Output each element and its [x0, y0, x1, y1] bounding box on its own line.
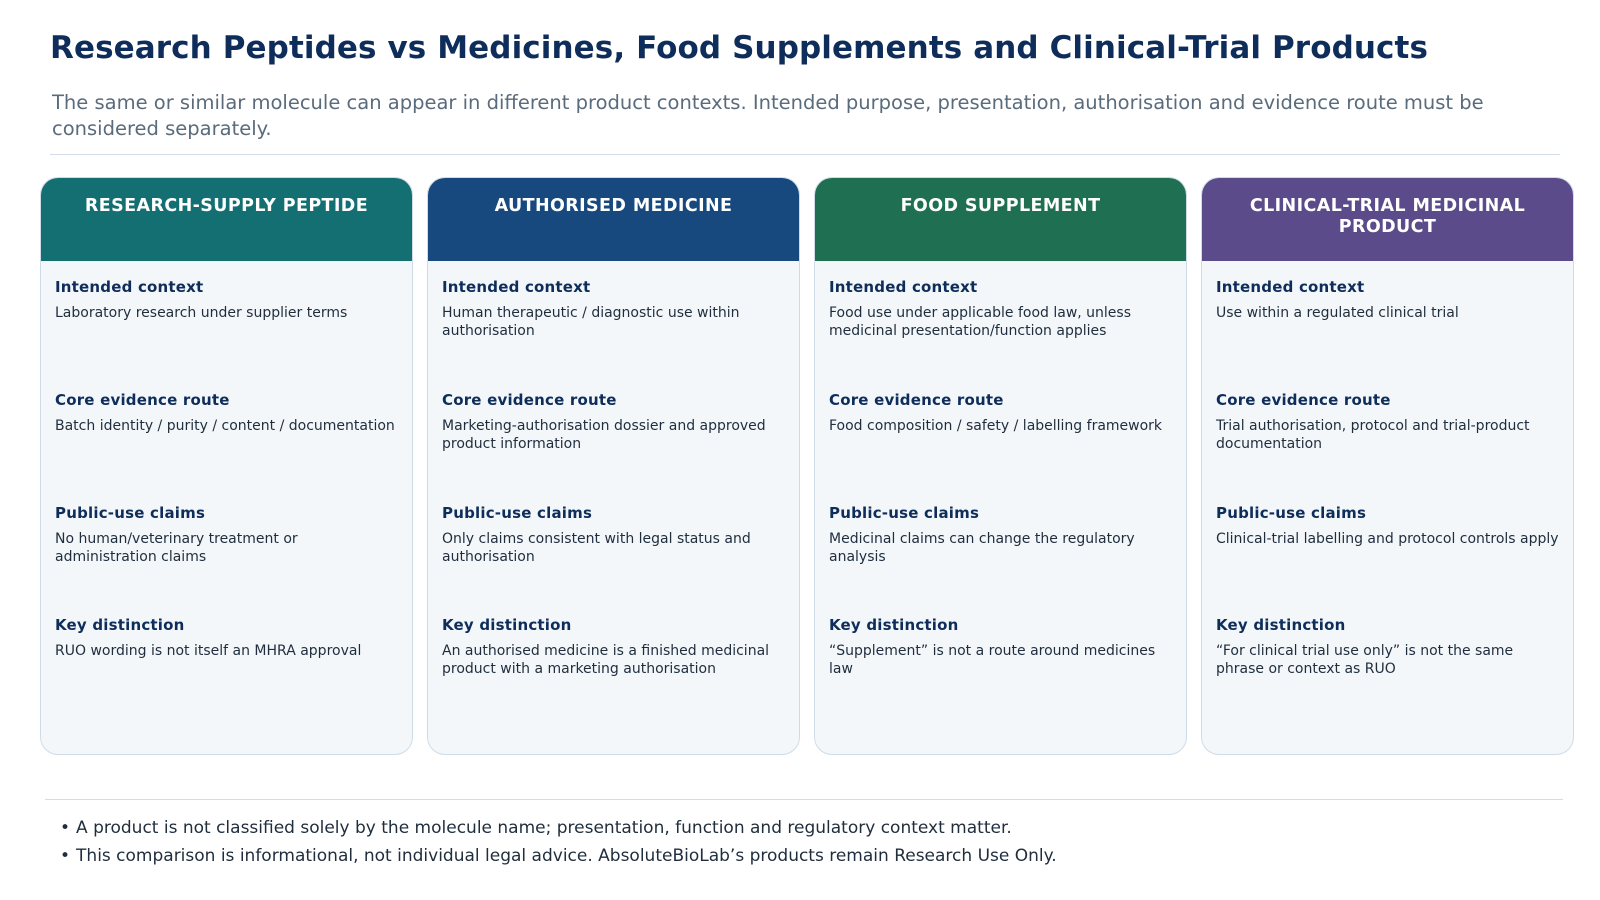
footnote-text: This comparison is informational, not in…	[76, 846, 1057, 866]
card-research-supply-peptide: RESEARCH-SUPPLY PEPTIDE Intended context…	[40, 177, 413, 755]
section-label: Public-use claims	[829, 504, 980, 522]
top-divider	[50, 154, 1560, 155]
page-title: Research Peptides vs Medicines, Food Sup…	[50, 30, 1429, 66]
section-label: Public-use claims	[1216, 504, 1367, 522]
section-core-evidence-route: Core evidence route Food composition / s…	[829, 391, 1174, 435]
section-intended-context: Intended context Use within a regulated …	[1216, 278, 1561, 322]
section-label: Public-use claims	[55, 504, 206, 522]
footnote-text: A product is not classified solely by th…	[76, 818, 1012, 838]
footnotes: • A product is not classified solely by t…	[60, 814, 1057, 870]
section-label: Intended context	[442, 278, 591, 296]
card-title: AUTHORISED MEDICINE	[494, 196, 733, 216]
section-intended-context: Intended context Food use under applicab…	[829, 278, 1174, 340]
section-text: An authorised medicine is a finished med…	[442, 643, 770, 677]
card-title: FOOD SUPPLEMENT	[900, 196, 1101, 216]
section-text: Human therapeutic / diagnostic use withi…	[442, 305, 740, 339]
footnote-item: • A product is not classified solely by t…	[60, 814, 1057, 842]
section-text: Batch identity / purity / content / docu…	[55, 418, 395, 434]
card-header: CLINICAL-TRIAL MEDICINAL PRODUCT	[1202, 178, 1573, 261]
section-text: “Supplement” is not a route around medic…	[829, 643, 1156, 677]
section-label: Intended context	[1216, 278, 1365, 296]
section-intended-context: Intended context Laboratory research und…	[55, 278, 400, 322]
card-food-supplement: FOOD SUPPLEMENT Intended context Food us…	[814, 177, 1187, 755]
section-label: Intended context	[55, 278, 204, 296]
section-label: Key distinction	[55, 616, 185, 634]
section-text: Food use under applicable food law, unle…	[829, 305, 1132, 339]
section-label: Key distinction	[829, 616, 959, 634]
card-clinical-trial-medicinal-product: CLINICAL-TRIAL MEDICINAL PRODUCT Intende…	[1201, 177, 1574, 755]
page-subtitle: The same or similar molecule can appear …	[52, 91, 1484, 140]
section-text: Only claims consistent with legal status…	[442, 531, 751, 565]
card-header: AUTHORISED MEDICINE	[428, 178, 799, 261]
section-core-evidence-route: Core evidence route Trial authorisation,…	[1216, 391, 1561, 453]
card-header: FOOD SUPPLEMENT	[815, 178, 1186, 261]
section-public-use-claims: Public-use claims No human/veterinary tr…	[55, 504, 400, 566]
section-label: Core evidence route	[829, 391, 1004, 409]
section-core-evidence-route: Core evidence route Batch identity / pur…	[55, 391, 400, 435]
card-header: RESEARCH-SUPPLY PEPTIDE	[41, 178, 412, 261]
section-text: No human/veterinary treatment or adminis…	[55, 531, 298, 565]
section-label: Key distinction	[442, 616, 572, 634]
section-text: “For clinical trial use only” is not the…	[1216, 643, 1514, 677]
section-public-use-claims: Public-use claims Only claims consistent…	[442, 504, 787, 566]
card-authorised-medicine: AUTHORISED MEDICINE Intended context Hum…	[427, 177, 800, 755]
section-key-distinction: Key distinction “Supplement” is not a ro…	[829, 616, 1174, 678]
section-key-distinction: Key distinction RUO wording is not itsel…	[55, 616, 400, 660]
section-intended-context: Intended context Human therapeutic / dia…	[442, 278, 787, 340]
section-core-evidence-route: Core evidence route Marketing-authorisat…	[442, 391, 787, 453]
section-text: Clinical-trial labelling and protocol co…	[1216, 531, 1559, 547]
footnote-item: • This comparison is informational, not i…	[60, 842, 1057, 870]
section-label: Key distinction	[1216, 616, 1346, 634]
card-title: CLINICAL-TRIAL MEDICINAL PRODUCT	[1249, 196, 1526, 237]
section-label: Public-use claims	[442, 504, 593, 522]
bullet-icon: •	[60, 818, 71, 838]
section-text: Use within a regulated clinical trial	[1216, 305, 1459, 321]
section-public-use-claims: Public-use claims Medicinal claims can c…	[829, 504, 1174, 566]
section-key-distinction: Key distinction “For clinical trial use …	[1216, 616, 1561, 678]
card-title: RESEARCH-SUPPLY PEPTIDE	[84, 196, 369, 216]
bullet-icon: •	[60, 846, 71, 866]
bottom-divider	[45, 799, 1563, 800]
section-label: Intended context	[829, 278, 978, 296]
section-text: Marketing-authorisation dossier and appr…	[442, 418, 766, 452]
section-text: Food composition / safety / labelling fr…	[829, 418, 1163, 434]
section-text: Medicinal claims can change the regulato…	[829, 531, 1135, 565]
section-label: Core evidence route	[55, 391, 230, 409]
section-public-use-claims: Public-use claims Clinical-trial labelli…	[1216, 504, 1561, 548]
section-text: Laboratory research under supplier terms	[55, 305, 348, 321]
section-text: RUO wording is not itself an MHRA approv…	[55, 643, 362, 659]
section-label: Core evidence route	[1216, 391, 1391, 409]
section-label: Core evidence route	[442, 391, 617, 409]
section-key-distinction: Key distinction An authorised medicine i…	[442, 616, 787, 678]
section-text: Trial authorisation, protocol and trial-…	[1216, 418, 1530, 452]
